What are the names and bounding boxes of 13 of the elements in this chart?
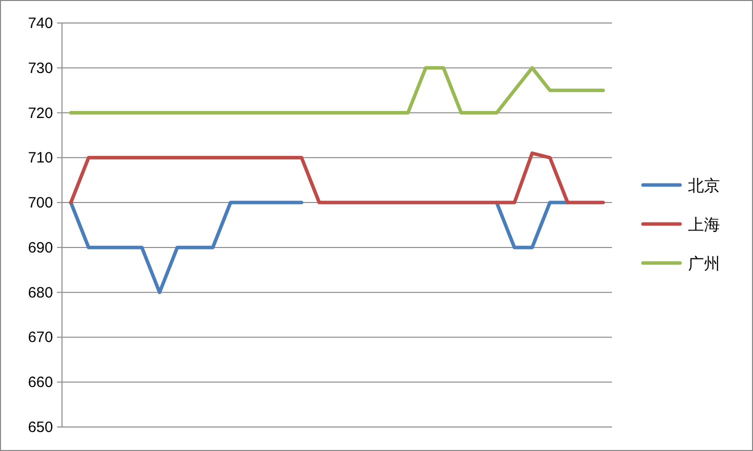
legend-label: 北京 — [688, 177, 720, 195]
y-tick-label: 700 — [28, 194, 53, 212]
y-tick-label: 720 — [28, 104, 53, 122]
y-tick-label: 730 — [28, 60, 53, 77]
y-tick-label: 680 — [28, 284, 53, 302]
legend-label: 广州 — [688, 255, 720, 273]
y-tick-label: 690 — [28, 239, 53, 256]
y-tick-label: 650 — [28, 419, 53, 436]
y-tick-label: 740 — [28, 15, 53, 32]
y-tick-label: 670 — [28, 329, 53, 346]
y-tick-label: 710 — [28, 150, 53, 167]
y-tick-label: 660 — [28, 374, 53, 392]
legend-label: 上海 — [688, 216, 720, 234]
